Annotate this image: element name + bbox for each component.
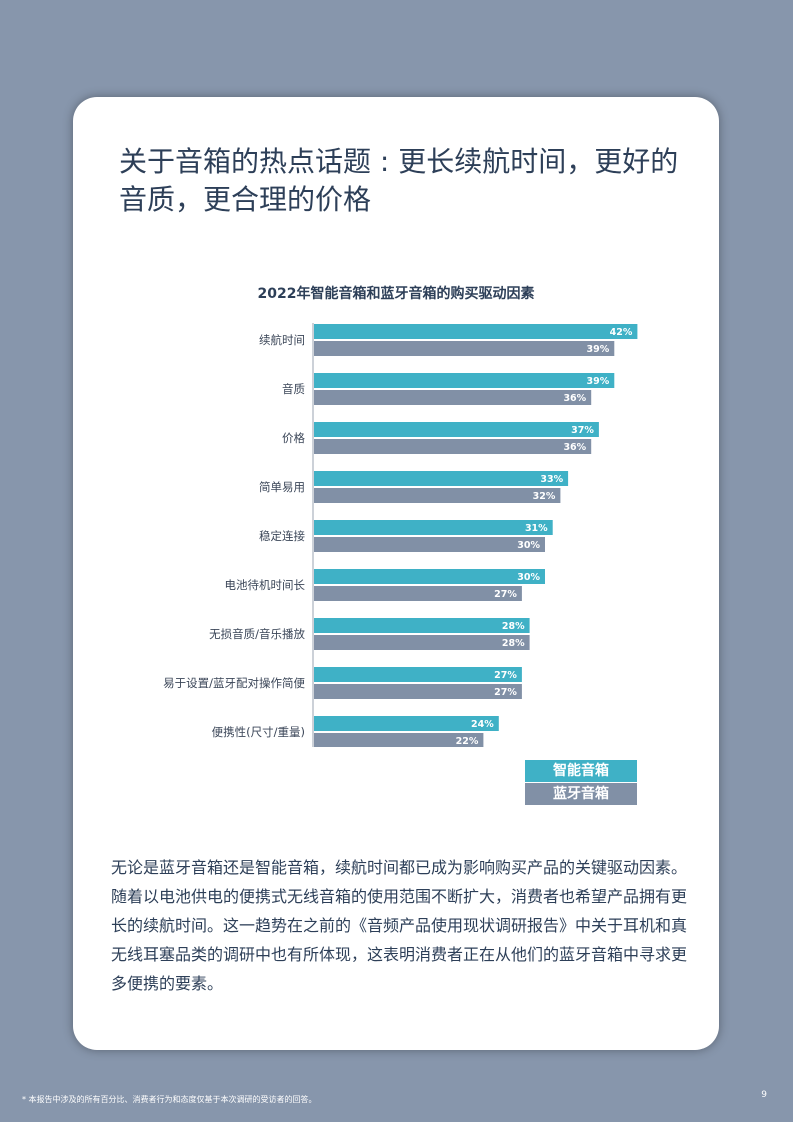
data-label: 30%	[517, 572, 540, 583]
bar-smart-speaker	[314, 667, 522, 682]
data-label: 31%	[525, 523, 548, 534]
bar-bluetooth-speaker	[314, 390, 592, 405]
data-label: 28%	[502, 638, 525, 649]
footnote: * 本报告中涉及的所有百分比、消费者行为和态度仅基于本次调研的受访者的回答。	[22, 1095, 317, 1104]
content-card: 关于音箱的热点话题 : 更长续航时间，更好的音质，更合理的价格 2022年智能音…	[73, 97, 719, 1050]
data-label: 36%	[563, 442, 586, 453]
bar-smart-speaker	[314, 569, 545, 584]
category-label: 续航时间	[259, 333, 305, 347]
category-label: 易于设置/蓝牙配对操作简便	[163, 676, 305, 690]
legend-label: 智能音箱	[553, 763, 609, 779]
bar-bluetooth-speaker	[314, 341, 615, 356]
bar-bluetooth-speaker	[314, 586, 522, 601]
bar-smart-speaker	[314, 373, 615, 388]
legend-bluetooth-speaker: 蓝牙音箱	[525, 783, 637, 805]
bar-bluetooth-speaker	[314, 684, 522, 699]
category-label: 稳定连接	[259, 529, 305, 543]
data-label: 32%	[533, 491, 556, 502]
page-title: 关于音箱的热点话题 : 更长续航时间，更好的音质，更合理的价格	[119, 145, 679, 216]
bar-bluetooth-speaker	[314, 488, 561, 503]
data-label: 28%	[502, 621, 525, 632]
data-label: 42%	[610, 327, 633, 338]
category-label: 无损音质/音乐播放	[209, 627, 305, 641]
data-label: 24%	[471, 719, 494, 730]
data-label: 27%	[494, 687, 517, 698]
bar-smart-speaker	[314, 520, 553, 535]
bar-bluetooth-speaker	[314, 439, 592, 454]
body-paragraph: 无论是蓝牙音箱还是智能音箱，续航时间都已成为影响购买产品的关键驱动因素。随着以电…	[111, 858, 688, 993]
page-number: 9	[761, 1090, 767, 1100]
data-label: 39%	[587, 344, 610, 355]
bar-bluetooth-speaker	[314, 635, 530, 650]
legend-smart-speaker: 智能音箱	[525, 760, 637, 782]
chart-title: 2022年智能音箱和蓝牙音箱的购买驱动因素	[257, 286, 535, 302]
data-label: 39%	[587, 376, 610, 387]
category-label: 音质	[282, 382, 305, 396]
data-label: 22%	[456, 736, 479, 747]
legend-label: 蓝牙音箱	[553, 786, 609, 802]
bar-smart-speaker	[314, 618, 530, 633]
data-label: 37%	[571, 425, 594, 436]
bar-smart-speaker	[314, 716, 499, 731]
data-label: 36%	[563, 393, 586, 404]
data-label: 27%	[494, 589, 517, 600]
bar-bluetooth-speaker	[314, 733, 484, 747]
bar-chart: 续航时间42%39%音质39%36%价格37%36%简单易用33%32%稳定连接…	[163, 323, 638, 747]
data-label: 27%	[494, 670, 517, 681]
bar-smart-speaker	[314, 324, 638, 339]
data-label: 30%	[517, 540, 540, 551]
bar-smart-speaker	[314, 422, 599, 437]
bar-smart-speaker	[314, 471, 569, 486]
data-label: 33%	[540, 474, 563, 485]
category-label: 简单易用	[259, 480, 305, 494]
category-label: 便携性(尺寸/重量)	[212, 725, 305, 739]
category-label: 电池待机时间长	[225, 578, 306, 592]
category-label: 价格	[282, 431, 305, 445]
bar-bluetooth-speaker	[314, 537, 545, 552]
